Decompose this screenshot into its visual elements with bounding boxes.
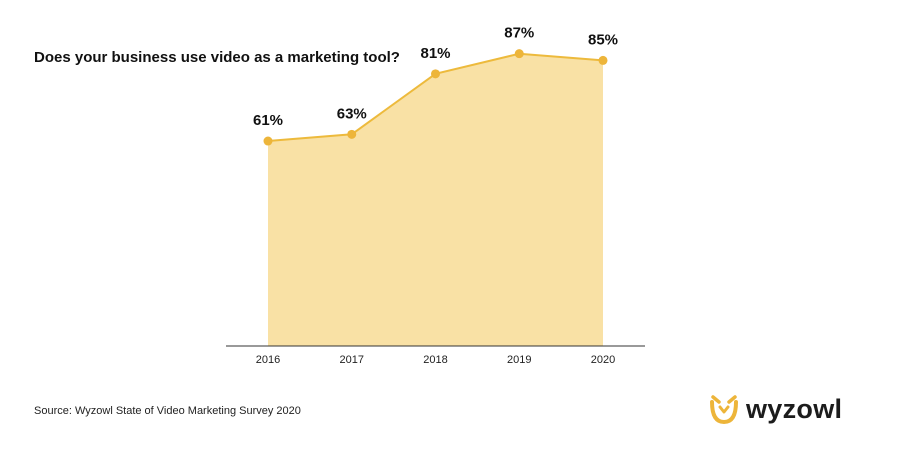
- x-tick-labels: 2016 2017 2018 2019 2020: [256, 354, 615, 366]
- logo-wordmark: wyzowl: [746, 393, 843, 424]
- area-fill: [268, 53, 603, 346]
- data-point: [598, 55, 608, 65]
- x-tick-label: 2018: [423, 354, 447, 366]
- data-point: [514, 49, 524, 59]
- data-label: 85%: [588, 31, 618, 48]
- data-points: [263, 49, 608, 146]
- chart-title: Does your business use video as a market…: [34, 49, 400, 66]
- x-tick-label: 2020: [591, 354, 615, 366]
- data-label: 81%: [420, 45, 450, 62]
- source-note: Source: Wyzowl State of Video Marketing …: [34, 405, 301, 417]
- x-tick-label: 2016: [256, 354, 280, 366]
- brand-logo: wyzowl: [708, 393, 842, 425]
- x-tick-label: 2019: [507, 354, 531, 366]
- x-tick-label: 2017: [340, 354, 364, 366]
- data-label: 61%: [253, 112, 283, 129]
- data-point: [263, 136, 273, 146]
- data-point: [431, 69, 440, 79]
- data-label: 63%: [337, 105, 367, 122]
- data-labels: 61% 63% 81% 87% 85%: [253, 25, 618, 129]
- owl-icon: [710, 395, 738, 425]
- data-point: [347, 129, 357, 139]
- data-label: 87%: [504, 25, 534, 42]
